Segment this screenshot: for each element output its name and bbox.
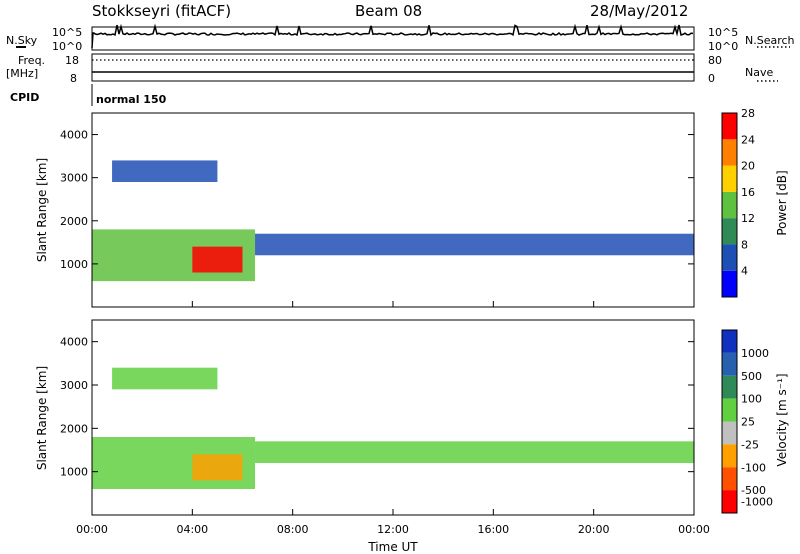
noise-bottom-tick-right: 10^0 — [708, 40, 738, 53]
nave-top-tick: 80 — [708, 54, 722, 67]
colorbar-tick-label: 28 — [741, 107, 755, 120]
colorbar-segment — [722, 444, 737, 468]
x-tick-label: 12:00 — [377, 523, 409, 536]
vel-marks-region-1 — [192, 454, 243, 481]
nave-bottom-tick: 0 — [708, 72, 715, 85]
colorbar-tick-label: 20 — [741, 160, 755, 173]
colorbar-segment — [722, 139, 737, 166]
beam-title: Beam 08 — [355, 2, 422, 20]
cpid-value: normal 150 — [96, 93, 167, 106]
y-tick-label: 2000 — [60, 215, 88, 228]
power-marks-region-2 — [255, 233, 694, 256]
colorbar-segment — [722, 113, 737, 140]
colorbar-segment — [722, 490, 737, 513]
y-tick-label: 3000 — [60, 172, 88, 185]
x-tick-label: 20:00 — [578, 523, 610, 536]
power-marks-region-1 — [192, 246, 243, 273]
velocity-colorbar: 1000 500 100 25 -25 -100 -500-1000 — [721, 329, 773, 514]
time-x-axis: 00:00 04:00 08:00 12:00 16:00 20:00 00:00 — [76, 301, 710, 536]
colorbar-segment — [722, 398, 737, 422]
colorbar-tick-label: 16 — [741, 186, 755, 199]
y-tick-label: 4000 — [60, 336, 88, 349]
colorbar-tick-label: 8 — [741, 238, 748, 251]
freq-top-tick: 18 — [65, 54, 79, 67]
velocity-colorbar-label: Velocity [m s⁻¹] — [775, 373, 789, 466]
freq-strip-frame — [91, 53, 695, 82]
colorbar-segment — [722, 165, 737, 192]
y-tick-label: 1000 — [60, 466, 88, 479]
vel-marks-region-2 — [255, 441, 694, 463]
noise-top-tick: 10^5 — [52, 26, 82, 39]
velocity-heatmap — [92, 367, 694, 489]
cpid-label: CPID — [10, 91, 39, 104]
y-tick-label: 2000 — [60, 422, 88, 435]
colorbar-segment — [722, 330, 737, 353]
colorbar-tick-label: 4 — [741, 265, 748, 278]
colorbar-tick-label: -100 — [741, 461, 766, 474]
colorbar-tick-label: -25 — [741, 438, 759, 451]
vel-marks-region-3 — [112, 367, 218, 390]
colorbar-frame — [721, 112, 738, 298]
y-tick-label: 4000 — [60, 129, 88, 142]
power-ylabel: Slant Range [km] — [35, 158, 49, 262]
velocity-ylabel: Slant Range [km] — [35, 366, 49, 470]
freq-label-line1: Freq. — [18, 54, 45, 67]
y-tick-label: 1000 — [60, 258, 88, 271]
colorbar-segment — [722, 467, 737, 491]
freq-bottom-tick: 8 — [70, 72, 77, 85]
nave-label: Nave — [745, 66, 773, 79]
colorbar-tick-label: 24 — [741, 133, 755, 146]
colorbar-segment — [722, 244, 737, 271]
nsearch-label: N.Search — [745, 34, 795, 47]
colorbar-tick-label: -1000 — [741, 496, 773, 509]
x-tick-label: 16:00 — [477, 523, 509, 536]
velocity-y-axis: 1000 2000 3000 4000 — [60, 336, 694, 479]
colorbar-tick-label: 100 — [741, 393, 762, 406]
freq-label-line2: [MHz] — [6, 67, 38, 80]
colorbar-tick-label: 1000 — [741, 347, 769, 360]
colorbar-segment — [722, 191, 737, 219]
colorbar-segment — [722, 421, 737, 445]
power-y-axis: 1000 2000 3000 4000 — [60, 129, 694, 271]
colorbar-segment — [722, 352, 737, 376]
colorbar-segment — [722, 375, 737, 399]
noise-bottom-tick: 10^0 — [52, 40, 82, 53]
date-title: 28/May/2012 — [590, 2, 688, 20]
power-colorbar-label: Power [dB] — [775, 170, 789, 235]
power-marks-region-3 — [112, 160, 218, 182]
x-tick-label: 04:00 — [176, 523, 208, 536]
colorbar-frame — [721, 329, 738, 514]
power-colorbar: 4 8 12 16 20 24 28 — [721, 107, 755, 298]
colorbar-tick-label: -500 — [741, 484, 766, 497]
x-tick-label: 00:00 — [76, 523, 108, 536]
x-tick-label: 08:00 — [277, 523, 309, 536]
time-xlabel: Time UT — [367, 540, 418, 554]
noise-top-tick-right: 10^5 — [708, 26, 738, 39]
y-tick-label: 3000 — [60, 379, 88, 392]
noise-strip-frame — [91, 26, 695, 51]
colorbar-segment — [722, 218, 737, 245]
colorbar-tick-label: 500 — [741, 370, 762, 383]
noise-trace — [91, 23, 694, 49]
power-heatmap — [92, 160, 694, 282]
colorbar-segment — [722, 270, 737, 297]
colorbar-tick-label: 25 — [741, 416, 755, 429]
nsky-label: N.Sky — [6, 34, 38, 47]
colorbar-tick-label: 12 — [741, 212, 755, 225]
x-tick-label: 00:00 — [678, 523, 710, 536]
station-title: Stokkseyri (fitACF) — [92, 2, 231, 20]
